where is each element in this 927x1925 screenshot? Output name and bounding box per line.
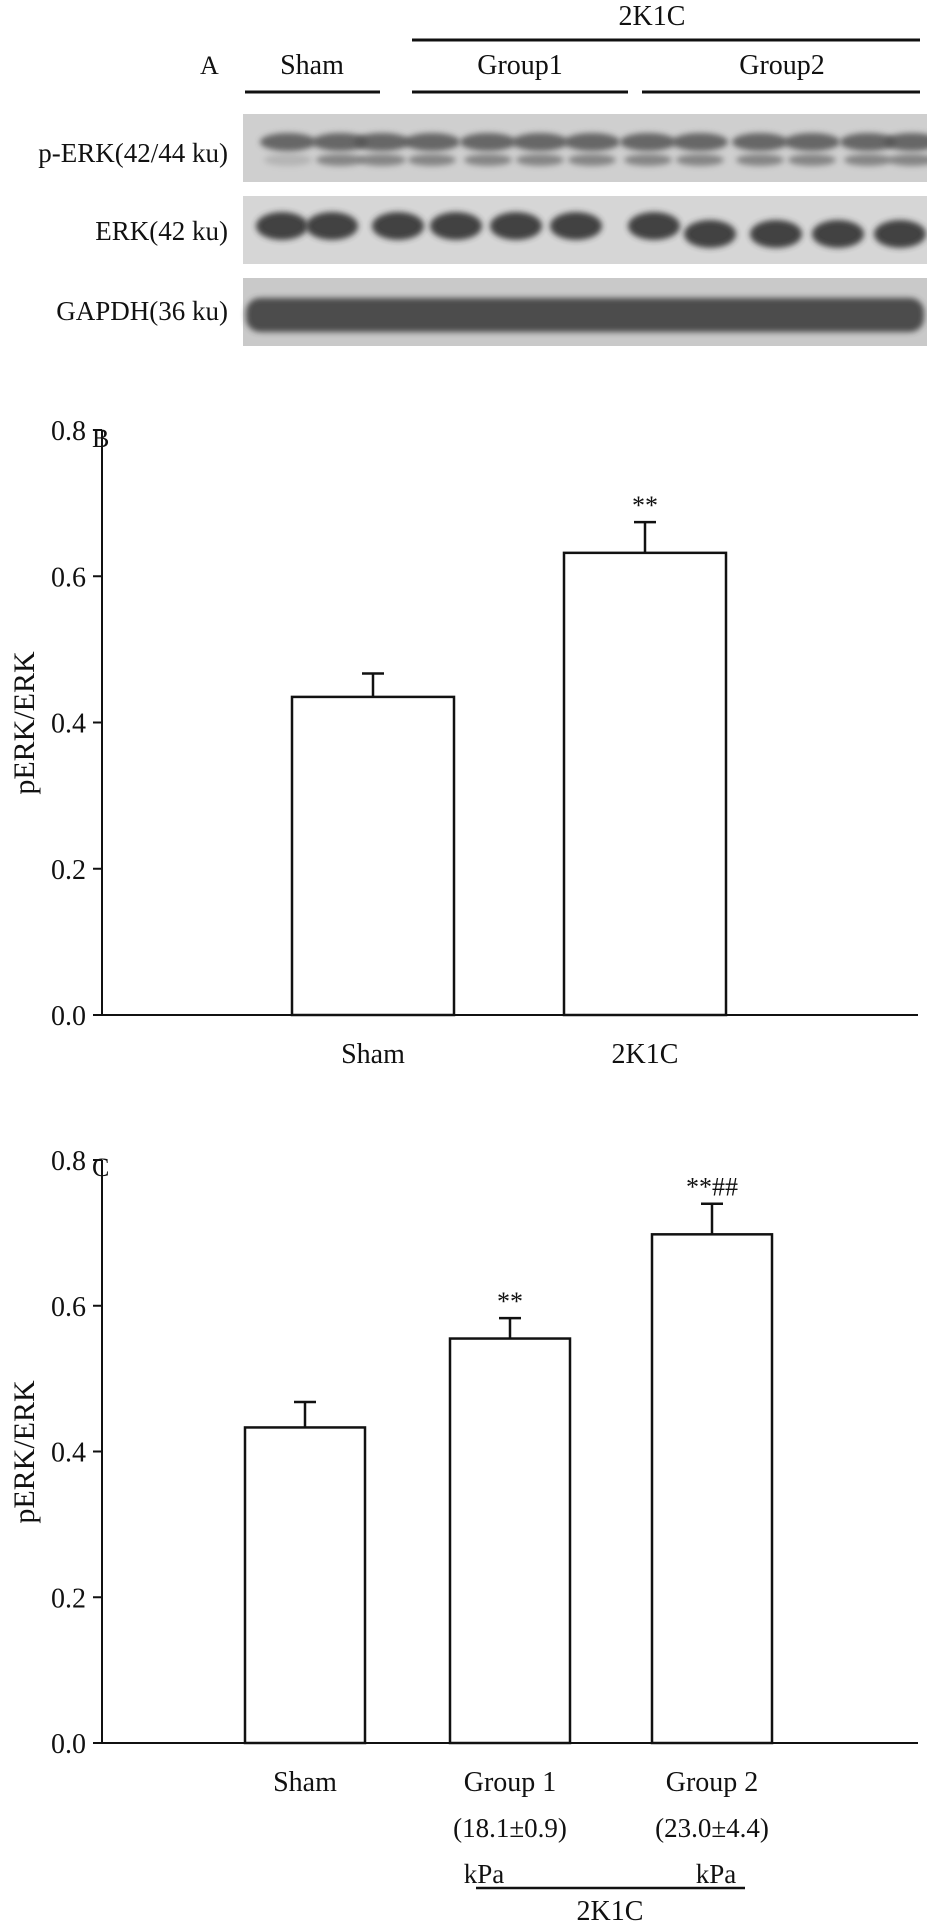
- blot-band: [844, 154, 892, 166]
- blot-band: [788, 154, 836, 166]
- blot-band: [312, 133, 368, 151]
- panel-b-y-axis-title: pERK/ERK: [8, 651, 41, 795]
- blot-band: [246, 298, 924, 332]
- y-tick-label: 0.2: [51, 855, 86, 886]
- y-tick-label: 0.4: [51, 709, 86, 740]
- blot-band: [306, 212, 358, 240]
- blot-band: [812, 220, 864, 248]
- blot-band: [568, 154, 616, 166]
- y-tick-label: 0.4: [51, 1438, 86, 1469]
- blot-band: [624, 154, 672, 166]
- y-tick-label: 0.0: [51, 1729, 86, 1760]
- x-category-label: Sham: [341, 1039, 405, 1070]
- blot-band: [676, 154, 724, 166]
- x-category-label: 2K1C: [612, 1039, 679, 1070]
- x-category-label: Group 2: [666, 1767, 759, 1798]
- panel-c-label: C: [92, 1153, 109, 1182]
- blot-band: [464, 154, 512, 166]
- y-tick-label: 0.2: [51, 1583, 86, 1614]
- blot-band: [784, 133, 840, 151]
- bar: [448, 1337, 572, 1745]
- blot-band: [490, 212, 542, 240]
- x-category-unit: kPa: [464, 1859, 505, 1889]
- blot-band: [316, 154, 364, 166]
- blot-band: [264, 154, 312, 166]
- panel-a: A 2K1C Sham Group1 Group2 p-ERK(42/44 ku…: [38, 1, 927, 346]
- y-tick-label: 0.8: [51, 416, 86, 447]
- bar: [290, 695, 456, 1017]
- bar: [650, 1233, 774, 1745]
- blot-band: [550, 212, 602, 240]
- blot-band: [736, 154, 784, 166]
- blot-label-erk: ERK(42 ku): [95, 216, 228, 246]
- x-category-sublabel: (23.0±4.4): [655, 1813, 769, 1843]
- significance-label: **: [632, 491, 658, 520]
- blot-band: [460, 133, 516, 151]
- bar: [243, 1426, 367, 1745]
- blot-band: [732, 133, 788, 151]
- group-label-group1: Group1: [477, 50, 563, 81]
- x-category-unit: kPa: [696, 1859, 737, 1889]
- blot-band: [408, 154, 456, 166]
- blot-band: [516, 154, 564, 166]
- blot-band: [512, 133, 568, 151]
- panel-a-label: A: [200, 51, 219, 80]
- blot-band: [430, 212, 482, 240]
- panel-c-chart: C pERK/ERK 2K1C 0.0 0.2 0.4 0.6 0.8 Sham ** Gro…: [8, 1146, 918, 1925]
- blot-band: [620, 133, 676, 151]
- blot-band: [372, 212, 424, 240]
- x-category-label: Group 1: [464, 1767, 557, 1798]
- blot-band: [684, 220, 736, 248]
- blot-band: [840, 133, 896, 151]
- y-tick-label: 0.6: [51, 1292, 86, 1323]
- blot-band: [358, 154, 406, 166]
- blot-band: [874, 220, 926, 248]
- x-category-label: Sham: [273, 1767, 337, 1798]
- blot-bands: [246, 133, 927, 332]
- blot-band: [672, 133, 728, 151]
- significance-label: **##: [686, 1173, 738, 1202]
- panel-b-chart: B pERK/ERK 0.0 0.2 0.4 0.6 0.8 Sham ** 2K1C: [8, 416, 918, 1070]
- blot-band: [884, 133, 927, 151]
- blot-band: [404, 133, 460, 151]
- significance-label: **: [497, 1287, 523, 1316]
- y-tick-label: 0.6: [51, 562, 86, 593]
- y-tick-label: 0.8: [51, 1146, 86, 1177]
- blot-band: [256, 212, 308, 240]
- y-tick-label: 0.0: [51, 1001, 86, 1032]
- blot-band: [564, 133, 620, 151]
- panel-b-label: B: [92, 424, 109, 453]
- x-category-sublabel: (18.1±0.9): [453, 1813, 567, 1843]
- panel-c-group-label: 2K1C: [577, 1896, 644, 1925]
- blot-band: [260, 133, 316, 151]
- panel-c-y-axis-title: pERK/ERK: [8, 1380, 41, 1524]
- blot-band: [750, 220, 802, 248]
- group-label-sham: Sham: [280, 50, 344, 81]
- blot-label-perk: p-ERK(42/44 ku): [38, 138, 228, 168]
- bar: [562, 551, 728, 1017]
- group-header-2k1c: 2K1C: [619, 1, 686, 32]
- blot-label-gapdh: GAPDH(36 ku): [56, 296, 228, 326]
- group-label-group2: Group2: [739, 50, 825, 81]
- blot-band: [354, 133, 410, 151]
- blot-band: [628, 212, 680, 240]
- blot-band: [888, 154, 927, 166]
